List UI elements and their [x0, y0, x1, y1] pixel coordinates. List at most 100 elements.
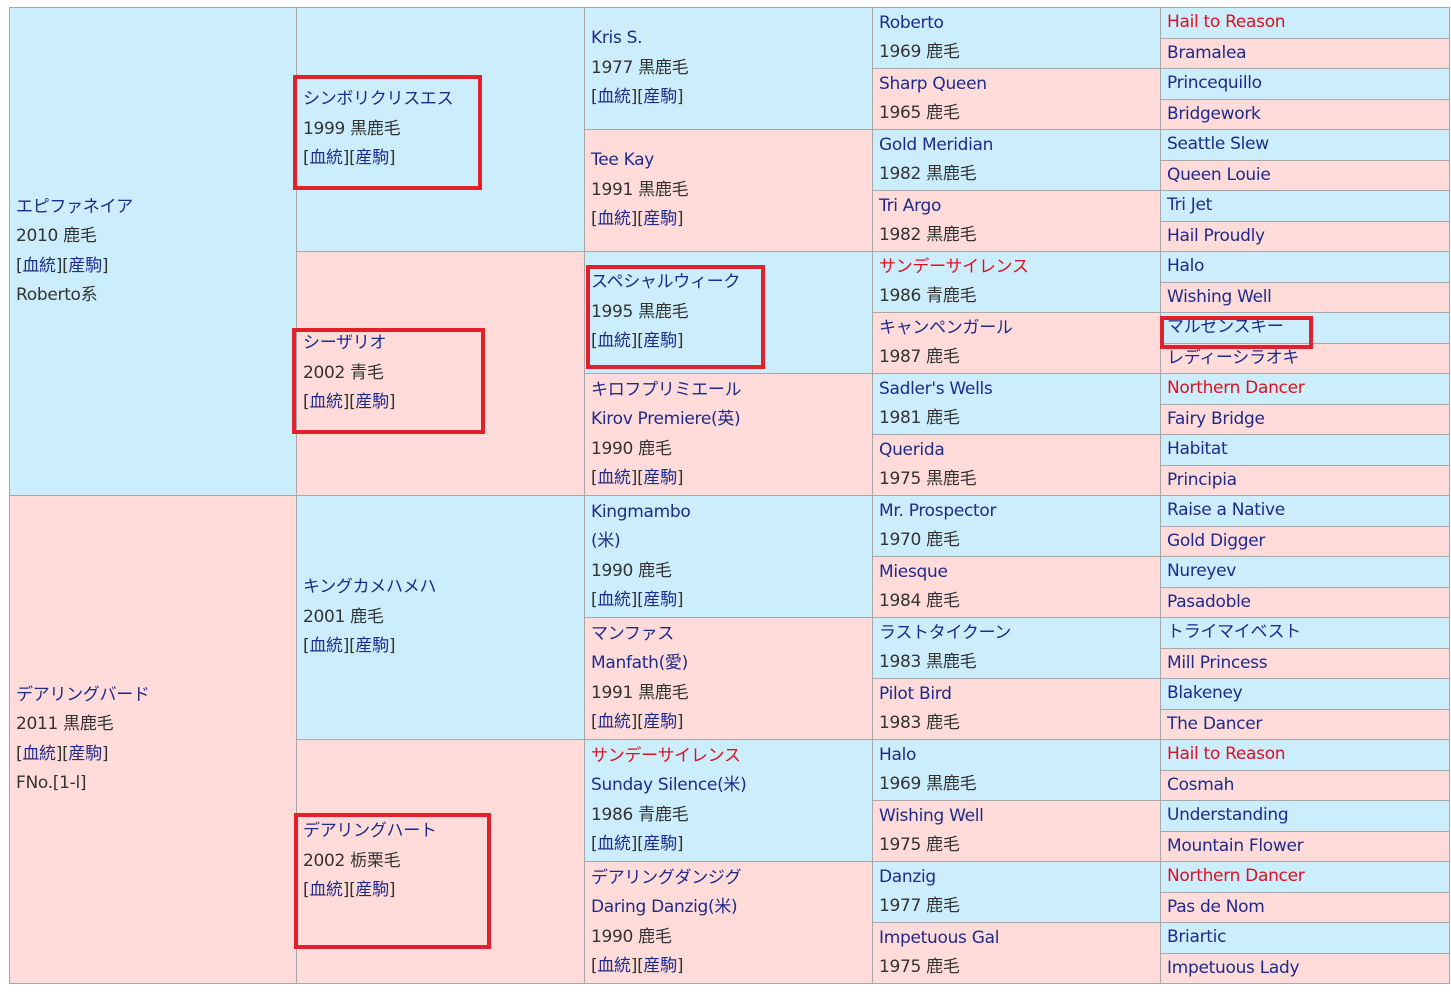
horse-name-link[interactable]: サンデーサイレンス	[591, 745, 741, 766]
horse-name-link[interactable]: Tri Jet	[1167, 195, 1213, 215]
horse-name-link[interactable]: Halo	[1167, 256, 1205, 276]
pedigree-cell-gen5: Understanding	[1160, 800, 1450, 832]
horse-name-link[interactable]: Bridgework	[1167, 103, 1261, 124]
horse-name-link[interactable]: Sharp Queen	[879, 73, 987, 94]
horse-name-link[interactable]: エピファネイア	[16, 196, 133, 217]
horse-name-link[interactable]: マルゼンスキー	[1167, 317, 1284, 337]
horse-name-link[interactable]: シーザリオ	[303, 333, 387, 354]
horse-name-link[interactable]: Pasadoble	[1167, 591, 1251, 612]
pedigree-cell-gen5: Halo	[1160, 251, 1450, 283]
horse-english-name-link[interactable]: Manfath(愛)	[591, 653, 688, 673]
horse-name-link[interactable]: Miesque	[879, 561, 948, 582]
horse-name-link[interactable]: Pas de Nom	[1167, 896, 1265, 917]
pedigree-link[interactable]: 血統	[597, 209, 631, 230]
horse-name-link[interactable]: Briartic	[1167, 927, 1227, 947]
horse-english-name-link[interactable]: Kirov Premiere(英)	[591, 409, 741, 429]
pedigree-row: Impetuous Lady	[10, 952, 1450, 984]
horse-name-link[interactable]: Roberto	[879, 12, 944, 33]
horse-name-link[interactable]: Mr. Prospector	[879, 500, 997, 521]
horse-english-name-link[interactable]: (米)	[591, 531, 621, 551]
horse-name-link[interactable]: Wishing Well	[1167, 286, 1272, 307]
offspring-link[interactable]: 産駒	[68, 255, 102, 276]
pedigree-link[interactable]: 血統	[22, 255, 56, 276]
birth-year-coat-color: 2001 鹿毛	[303, 606, 384, 627]
horse-english-name-link[interactable]: Daring Danzig(米)	[591, 897, 738, 917]
horse-name-link[interactable]: Princequillo	[1167, 73, 1262, 93]
horse-name-link[interactable]: デアリングダンジグ	[591, 867, 742, 888]
horse-name-link[interactable]: シンボリクリスエス	[303, 89, 454, 110]
horse-name-link[interactable]: Principia	[1167, 469, 1237, 490]
pedigree-link[interactable]: 血統	[309, 148, 343, 169]
offspring-link[interactable]: 産駒	[355, 880, 389, 901]
horse-name-link[interactable]: Raise a Native	[1167, 500, 1285, 520]
offspring-link[interactable]: 産駒	[68, 743, 102, 764]
horse-name-link[interactable]: Kingmambo	[591, 501, 691, 522]
horse-name-link[interactable]: ラストタイクーン	[879, 622, 1012, 643]
horse-name-link[interactable]: Bramalea	[1167, 42, 1247, 63]
horse-name-link[interactable]: Queen Louie	[1167, 164, 1271, 185]
horse-name-link[interactable]: キロフプリミエール	[591, 379, 742, 400]
pedigree-link[interactable]: 血統	[597, 331, 631, 352]
pedigree-link[interactable]: 血統	[597, 834, 631, 854]
horse-name-link[interactable]: The Dancer	[1167, 713, 1263, 734]
horse-name-link[interactable]: Mountain Flower	[1167, 835, 1304, 856]
horse-name-link[interactable]: マンファス	[591, 623, 674, 644]
horse-name-link[interactable]: サンデーサイレンス	[879, 256, 1029, 277]
horse-name-link[interactable]: Gold Meridian	[879, 134, 994, 155]
offspring-link[interactable]: 産駒	[643, 331, 677, 352]
horse-english-name-link[interactable]: Sunday Silence(米)	[591, 775, 747, 795]
pedigree-link[interactable]: 血統	[309, 880, 343, 901]
horse-name-link[interactable]: Hail to Reason	[1167, 12, 1286, 32]
horse-name-link[interactable]: Mill Princess	[1167, 652, 1268, 673]
horse-name-link[interactable]: Sadler's Wells	[879, 378, 993, 399]
horse-name-link[interactable]: Wishing Well	[879, 805, 984, 826]
horse-name-link[interactable]: Tri Argo	[879, 195, 942, 216]
offspring-link[interactable]: 産駒	[643, 956, 677, 976]
horse-name-link[interactable]: Northern Dancer	[1167, 866, 1305, 886]
horse-name-link[interactable]: Querida	[879, 439, 945, 460]
pedigree-link[interactable]: 血統	[22, 743, 56, 764]
horse-name-link[interactable]: Understanding	[1167, 805, 1289, 825]
pedigree-link[interactable]: 血統	[597, 590, 631, 610]
offspring-link[interactable]: 産駒	[643, 87, 677, 108]
horse-name-link[interactable]: Pilot Bird	[879, 683, 952, 704]
horse-name-link[interactable]: Impetuous Gal	[879, 927, 1000, 948]
horse-name-link[interactable]: デアリングバード	[16, 684, 150, 705]
offspring-link[interactable]: 産駒	[643, 209, 677, 230]
pedigree-link[interactable]: 血統	[597, 956, 631, 976]
offspring-link[interactable]: 産駒	[643, 834, 677, 854]
pedigree-link[interactable]: 血統	[597, 468, 631, 488]
horse-name-link[interactable]: Seattle Slew	[1167, 134, 1269, 154]
pedigree-cell-gen4: Pilot Bird 1983 鹿毛	[872, 678, 1161, 740]
horse-name-link[interactable]: Cosmah	[1167, 774, 1235, 795]
horse-name-link[interactable]: スペシャルウィーク	[591, 272, 741, 293]
pedigree-link[interactable]: 血統	[597, 712, 631, 732]
pedigree-link[interactable]: 血統	[309, 392, 343, 413]
horse-name-link[interactable]: Hail Proudly	[1167, 225, 1265, 246]
horse-name-link[interactable]: Blakeney	[1167, 683, 1243, 703]
horse-name-link[interactable]: Kris S.	[591, 28, 643, 49]
offspring-link[interactable]: 産駒	[643, 468, 677, 488]
horse-name-link[interactable]: Danzig	[879, 866, 936, 887]
horse-name-link[interactable]: Fairy Bridge	[1167, 408, 1265, 429]
horse-name-link[interactable]: Habitat	[1167, 439, 1228, 459]
offspring-link[interactable]: 産駒	[355, 392, 389, 413]
pedigree-link[interactable]: 血統	[309, 636, 343, 657]
horse-name-link[interactable]: Northern Dancer	[1167, 378, 1305, 398]
horse-name-link[interactable]: Hail to Reason	[1167, 744, 1286, 764]
offspring-link[interactable]: 産駒	[355, 148, 389, 169]
horse-name-link[interactable]: キングカメハメハ	[303, 577, 437, 598]
horse-name-link[interactable]: Halo	[879, 744, 917, 765]
horse-name-link[interactable]: Tee Kay	[591, 150, 655, 171]
horse-name-link[interactable]: Nureyev	[1167, 561, 1237, 581]
horse-name-link[interactable]: デアリングハート	[303, 821, 437, 842]
horse-name-link[interactable]: トライマイベスト	[1167, 622, 1301, 642]
horse-name-link[interactable]: Gold Digger	[1167, 530, 1266, 551]
offspring-link[interactable]: 産駒	[355, 636, 389, 657]
offspring-link[interactable]: 産駒	[643, 590, 677, 610]
horse-name-link[interactable]: キャンペンガール	[879, 317, 1013, 338]
horse-name-link[interactable]: レディーシラオキ	[1167, 347, 1300, 368]
horse-name-link[interactable]: Impetuous Lady	[1167, 957, 1300, 978]
offspring-link[interactable]: 産駒	[643, 712, 677, 732]
pedigree-link[interactable]: 血統	[597, 87, 631, 108]
